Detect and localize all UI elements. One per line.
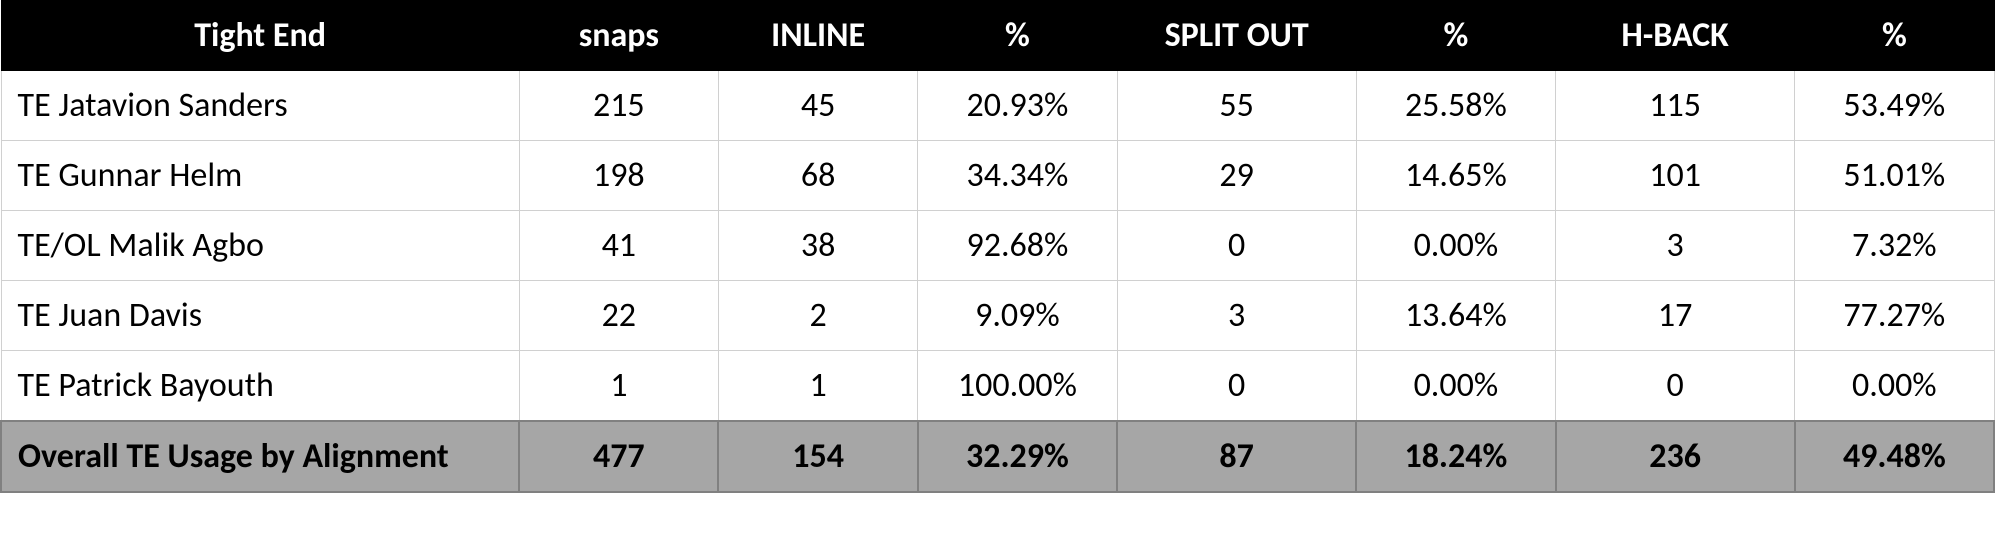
table-row: TE Patrick Bayouth 1 1 100.00% 0 0.00% 0… [1,351,1994,422]
cell-snaps: 22 [519,281,718,351]
cell-player-name: TE Jatavion Sanders [1,71,519,141]
te-usage-table: Tight End snaps INLINE % SPLIT OUT % H-B… [0,0,1995,493]
cell-inline: 2 [718,281,917,351]
cell-snaps: 1 [519,351,718,422]
cell-total-snaps: 477 [519,421,718,492]
cell-hback-pct: 77.27% [1795,281,1994,351]
cell-hback: 115 [1556,71,1795,141]
cell-split: 55 [1117,71,1356,141]
cell-hback: 101 [1556,141,1795,211]
te-usage-table-container: Tight End snaps INLINE % SPLIT OUT % H-B… [0,0,1995,493]
cell-total-hback: 236 [1556,421,1795,492]
col-header-hback-pct: % [1795,1,1994,71]
cell-split: 29 [1117,141,1356,211]
table-row: TE Jatavion Sanders 215 45 20.93% 55 25.… [1,71,1994,141]
cell-inline: 45 [718,71,917,141]
cell-inline-pct: 20.93% [918,71,1117,141]
cell-inline: 68 [718,141,917,211]
col-header-inline-pct: % [918,1,1117,71]
cell-inline: 38 [718,211,917,281]
cell-total-split: 87 [1117,421,1356,492]
cell-split-pct: 25.58% [1356,71,1555,141]
cell-player-name: TE Juan Davis [1,281,519,351]
col-header-split-out: SPLIT OUT [1117,1,1356,71]
table-body: TE Jatavion Sanders 215 45 20.93% 55 25.… [1,71,1994,493]
cell-total-split-pct: 18.24% [1356,421,1555,492]
cell-total-label: Overall TE Usage by Alignment [1,421,519,492]
cell-split: 3 [1117,281,1356,351]
table-row: TE Juan Davis 22 2 9.09% 3 13.64% 17 77.… [1,281,1994,351]
cell-total-hback-pct: 49.48% [1795,421,1994,492]
cell-total-inline: 154 [718,421,917,492]
cell-split: 0 [1117,351,1356,422]
cell-hback-pct: 51.01% [1795,141,1994,211]
cell-player-name: TE Patrick Bayouth [1,351,519,422]
cell-snaps: 41 [519,211,718,281]
cell-player-name: TE Gunnar Helm [1,141,519,211]
cell-snaps: 198 [519,141,718,211]
table-row: TE Gunnar Helm 198 68 34.34% 29 14.65% 1… [1,141,1994,211]
cell-hback: 17 [1556,281,1795,351]
cell-split-pct: 0.00% [1356,211,1555,281]
cell-player-name: TE/OL Malik Agbo [1,211,519,281]
col-header-inline: INLINE [718,1,917,71]
cell-inline: 1 [718,351,917,422]
cell-split-pct: 13.64% [1356,281,1555,351]
cell-hback-pct: 0.00% [1795,351,1994,422]
cell-total-inline-pct: 32.29% [918,421,1117,492]
col-header-snaps: snaps [519,1,718,71]
cell-snaps: 215 [519,71,718,141]
cell-hback: 3 [1556,211,1795,281]
cell-hback-pct: 7.32% [1795,211,1994,281]
col-header-h-back: H-BACK [1556,1,1795,71]
cell-inline-pct: 34.34% [918,141,1117,211]
table-row: TE/OL Malik Agbo 41 38 92.68% 0 0.00% 3 … [1,211,1994,281]
cell-split-pct: 14.65% [1356,141,1555,211]
cell-inline-pct: 9.09% [918,281,1117,351]
col-header-tight-end: Tight End [1,1,519,71]
cell-split: 0 [1117,211,1356,281]
table-total-row: Overall TE Usage by Alignment 477 154 32… [1,421,1994,492]
col-header-split-pct: % [1356,1,1555,71]
cell-inline-pct: 92.68% [918,211,1117,281]
cell-split-pct: 0.00% [1356,351,1555,422]
cell-inline-pct: 100.00% [918,351,1117,422]
cell-hback-pct: 53.49% [1795,71,1994,141]
cell-hback: 0 [1556,351,1795,422]
table-header: Tight End snaps INLINE % SPLIT OUT % H-B… [1,1,1994,71]
